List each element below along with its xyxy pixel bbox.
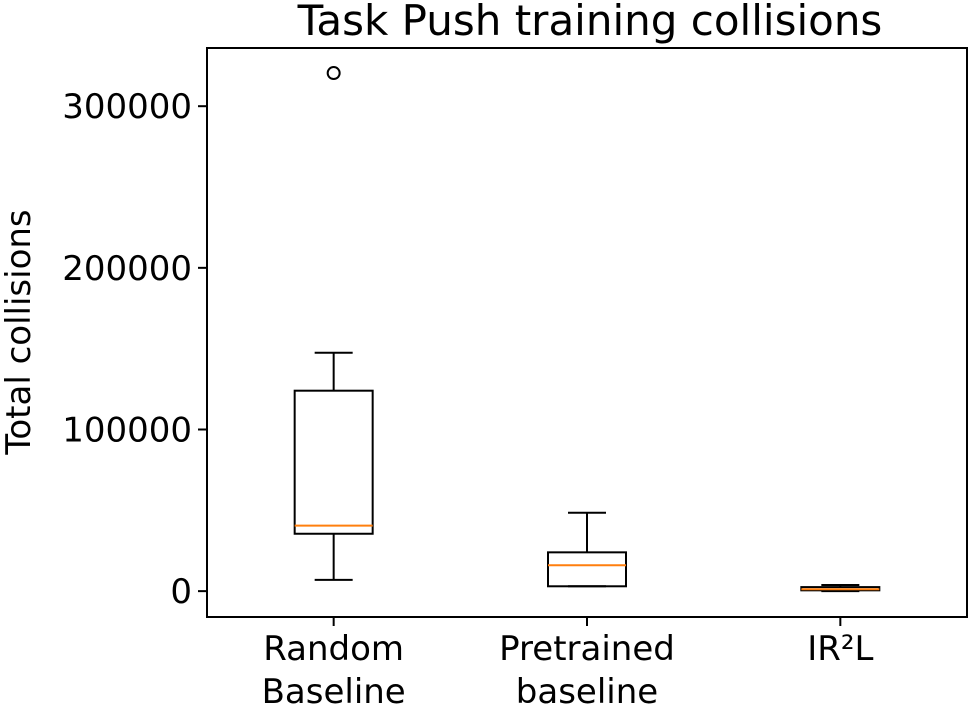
y-tick-label: 200000 bbox=[62, 249, 192, 289]
y-axis-title: Total collisions bbox=[0, 209, 39, 455]
chart-title: Task Push training collisions bbox=[297, 0, 883, 45]
x-tick-label: IR²L bbox=[807, 629, 873, 669]
iqr-box bbox=[293, 389, 374, 535]
x-tick-label: Random bbox=[263, 629, 404, 669]
y-tick-label: 0 bbox=[170, 572, 192, 612]
x-tick-label: baseline bbox=[516, 672, 658, 712]
outlier-point bbox=[326, 66, 341, 81]
y-tick-label: 300000 bbox=[62, 87, 192, 127]
x-tick-label: Pretrained bbox=[499, 629, 675, 669]
y-tick-label: 100000 bbox=[62, 410, 192, 450]
x-tick-label: Baseline bbox=[262, 672, 406, 712]
iqr-box bbox=[547, 551, 627, 588]
plot-area-frame bbox=[206, 47, 968, 618]
